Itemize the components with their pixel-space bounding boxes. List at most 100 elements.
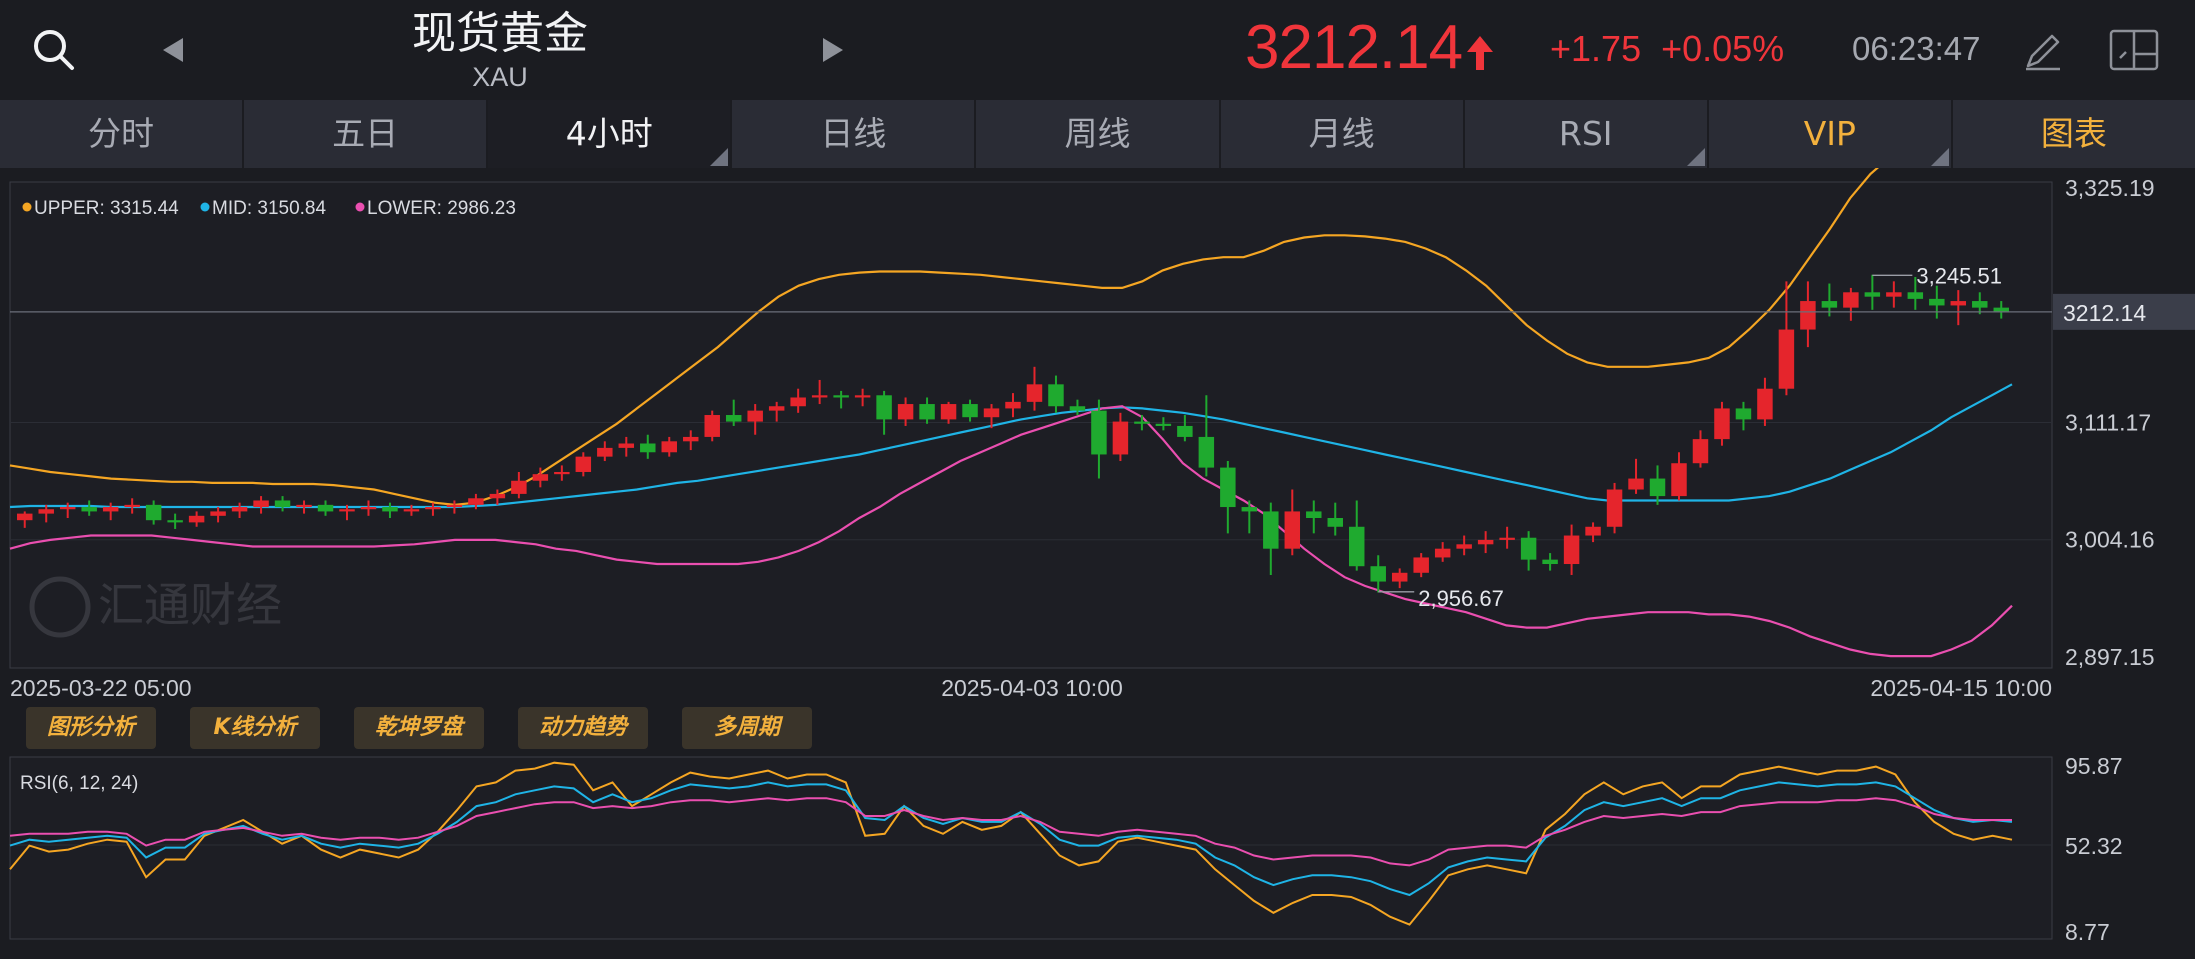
- candle-body: [532, 474, 549, 481]
- x-tick-label: 2025-03-22 05:00: [10, 675, 192, 701]
- candle: [339, 504, 355, 521]
- candle: [725, 399, 742, 426]
- candle: [1821, 283, 1838, 317]
- next-instrument-button[interactable]: [815, 30, 851, 70]
- period-tabs: 分时 五日 4小时 日线 周线 月线 RSI VIP 图表: [0, 100, 2195, 168]
- candle-body: [1155, 423, 1172, 426]
- tab-3[interactable]: 日线: [732, 100, 977, 168]
- candle: [1757, 377, 1773, 426]
- candle-body: [1886, 292, 1902, 297]
- layout-toggle-icon[interactable]: [2108, 28, 2160, 72]
- tab-8[interactable]: 图表: [1953, 100, 2195, 168]
- candle: [1993, 301, 2009, 319]
- candle-body: [1499, 537, 1515, 540]
- candle: [1628, 458, 1644, 494]
- x-tick-label: 2025-04-03 10:00: [941, 675, 1123, 701]
- rsi-y-tick-label: 95.87: [2065, 755, 2123, 779]
- candle-body: [468, 498, 484, 505]
- candle: [532, 467, 549, 488]
- candle-body: [1241, 507, 1258, 512]
- candle-body: [1026, 384, 1043, 402]
- candle: [188, 511, 205, 527]
- tab-5[interactable]: 月线: [1221, 100, 1465, 168]
- search-icon[interactable]: [30, 26, 78, 74]
- candle: [1972, 292, 1988, 315]
- tool-button-1[interactable]: K线分析: [190, 707, 320, 749]
- pen-icon[interactable]: [2020, 28, 2066, 74]
- high-marker-label: 3,245.51: [1916, 263, 2002, 288]
- candle: [1843, 287, 1859, 321]
- candle-body: [1520, 537, 1537, 560]
- candle: [811, 379, 828, 405]
- tool-button-3[interactable]: 动力趋势: [518, 707, 648, 749]
- candle: [1413, 553, 1429, 578]
- candle: [296, 500, 312, 514]
- tool-button-4[interactable]: 多周期: [682, 707, 812, 749]
- candle: [382, 502, 398, 519]
- bollinger-mid-line: [9, 383, 2013, 509]
- candle-body: [1069, 406, 1086, 411]
- candle-body: [704, 415, 720, 437]
- tool-button-0[interactable]: 图形分析: [26, 707, 156, 749]
- rsi-chart[interactable]: 95.87 52.32 8.77 RSI(6, 12, 24): [0, 755, 2195, 959]
- candle: [575, 452, 592, 477]
- prev-instrument-button[interactable]: [155, 30, 191, 70]
- candle: [1134, 415, 1150, 431]
- candle-body: [403, 509, 420, 512]
- candle-body: [511, 480, 527, 494]
- tab-label: VIP: [1803, 114, 1856, 153]
- candle: [210, 507, 226, 523]
- rsi-series-line-2: [9, 797, 2012, 867]
- rsi-plot-area: [9, 756, 2053, 940]
- candle: [1306, 500, 1322, 534]
- candle-body: [683, 436, 699, 442]
- tab-label: 日线: [820, 114, 887, 153]
- candle-body: [38, 509, 54, 514]
- candle: [1026, 366, 1043, 411]
- tab-2[interactable]: 4小时: [488, 100, 733, 168]
- candle: [1456, 535, 1472, 556]
- candle: [425, 502, 441, 516]
- candle: [446, 500, 463, 514]
- candle: [1542, 553, 1558, 571]
- candle: [983, 404, 1000, 429]
- candle-body: [274, 500, 291, 508]
- tab-6[interactable]: RSI: [1465, 100, 1709, 168]
- candle-body: [1220, 467, 1236, 508]
- tab-label: RSI: [1558, 114, 1613, 153]
- tab-1[interactable]: 五日: [244, 100, 489, 168]
- candle: [1649, 465, 1666, 505]
- candle-body: [1177, 425, 1193, 437]
- candle: [59, 502, 76, 519]
- tab-7[interactable]: VIP: [1709, 100, 1953, 168]
- candle: [1112, 412, 1129, 462]
- candle: [597, 441, 613, 462]
- candle: [1048, 375, 1064, 413]
- candle-body: [1735, 408, 1752, 420]
- candle-body: [768, 406, 785, 411]
- candlestick-chart[interactable]: 3,325.19 3,111.17 3,004.16 2,897.15 汇通财经 UPPE…: [0, 168, 2195, 708]
- candle: [1349, 500, 1365, 571]
- candle-body: [1005, 401, 1021, 409]
- watermark-logo-icon: [29, 576, 91, 638]
- candle: [1800, 281, 1816, 348]
- candle-body: [833, 395, 849, 398]
- candle: [1929, 285, 1945, 319]
- candle-body: [1821, 301, 1838, 308]
- candle-body: [102, 507, 119, 512]
- candle-body: [747, 410, 763, 422]
- candle-body: [1327, 518, 1343, 527]
- candle: [1198, 395, 1215, 477]
- candle: [38, 504, 54, 523]
- rsi-y-tick-label: 52.32: [2065, 833, 2123, 859]
- candle: [1692, 430, 1709, 468]
- x-tick-label: 2025-04-15 10:00: [1870, 675, 2052, 701]
- candle-body: [253, 500, 269, 508]
- tab-4[interactable]: 周线: [976, 100, 1221, 168]
- rsi-title: RSI(6, 12, 24): [20, 773, 138, 794]
- candle: [1069, 399, 1086, 416]
- tool-button-2[interactable]: 乾坤罗盘: [354, 707, 484, 749]
- legend-entry: LOWER: 2986.23: [367, 198, 516, 219]
- tab-0[interactable]: 分时: [0, 100, 245, 168]
- instrument-symbol: XAU: [472, 62, 528, 92]
